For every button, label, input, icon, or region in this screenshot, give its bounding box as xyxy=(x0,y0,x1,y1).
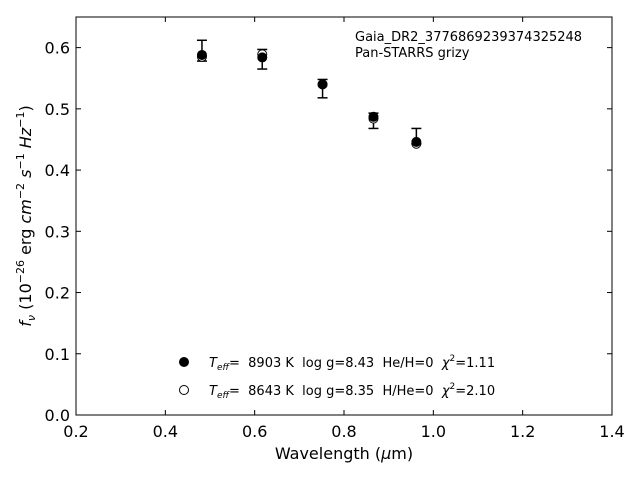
y-tick-label: 0.3 xyxy=(45,222,70,241)
x-tick-label: 1.0 xyxy=(421,422,446,441)
annotation-survey: Pan-STARRS grizy xyxy=(355,46,470,61)
y-tick-label: 0.4 xyxy=(45,161,70,180)
x-tick-label: 1.2 xyxy=(510,422,535,441)
x-axis-ticks: 0.2 0.4 0.6 0.8 1.0 1.2 1.4 xyxy=(63,17,625,441)
model-point-filled xyxy=(317,79,328,90)
legend-marker-open xyxy=(179,385,189,395)
x-tick-label: 0.8 xyxy=(331,422,356,441)
model-point-filled xyxy=(368,111,379,122)
y-tick-label: 0.5 xyxy=(45,100,70,119)
legend-entry-2: Teff= 8643 K log g=8.35 H/He=0 χ2=2.10 xyxy=(209,382,495,401)
legend-entry-1: Teff= 8903 K log g=8.43 He/H=0 χ2=1.11 xyxy=(209,354,495,373)
x-tick-label: 0.6 xyxy=(242,422,267,441)
legend: Teff= 8903 K log g=8.43 He/H=0 χ2=1.11 T… xyxy=(179,354,495,401)
data-points xyxy=(196,49,422,149)
y-tick-label: 0.0 xyxy=(45,406,70,425)
y-tick-label: 0.1 xyxy=(45,345,70,364)
y-axis-label: fν (10−26 erg cm−2 s−1 Hz−1) xyxy=(14,105,38,326)
y-axis-ticks: 0.0 0.1 0.2 0.3 0.4 0.5 0.6 xyxy=(45,39,612,425)
annotation-object-id: Gaia_DR2_3776869239374325248 xyxy=(355,30,582,45)
x-tick-label: 0.2 xyxy=(63,422,88,441)
model-point-filled xyxy=(196,49,207,60)
x-tick-label: 1.4 xyxy=(599,422,624,441)
y-tick-label: 0.2 xyxy=(45,284,70,303)
y-tick-label: 0.6 xyxy=(45,39,70,58)
model-point-filled xyxy=(257,52,268,63)
x-tick-label: 0.4 xyxy=(153,422,178,441)
model-point-filled xyxy=(411,136,422,147)
legend-marker-filled xyxy=(179,357,189,367)
x-axis-label: Wavelength (μm) xyxy=(275,444,413,463)
